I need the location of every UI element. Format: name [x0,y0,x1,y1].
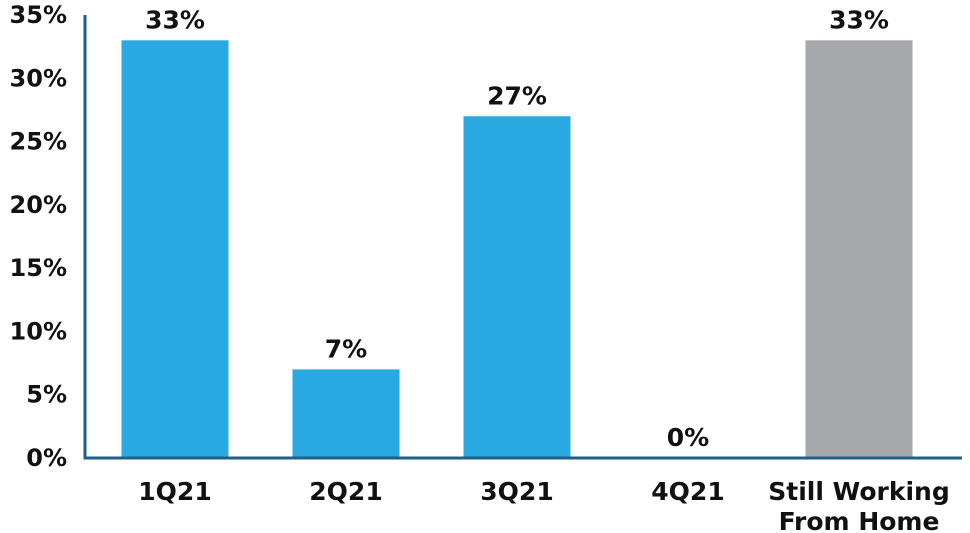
bar [463,116,571,458]
category-label-line: Still Working [768,477,949,506]
category-label: 3Q21 [480,477,553,506]
category-label: 4Q21 [651,477,724,506]
y-axis-ticks: 0% 5% 10% 15% 20% 25% 30% 35% [10,1,67,472]
data-label: 33% [829,5,889,34]
data-label: 33% [145,5,205,34]
category-label-line: 4Q21 [651,477,724,506]
category-label: 2Q21 [309,477,382,506]
category-label: 1Q21 [138,477,211,506]
y-tick-label: 30% [10,64,67,92]
bar [805,40,913,459]
bar [121,40,229,459]
bars [121,40,913,459]
y-tick-label: 20% [10,191,67,219]
data-label: 0% [667,423,709,452]
y-tick-label: 10% [10,317,67,345]
axes [83,15,962,460]
y-tick-label: 25% [10,128,67,156]
category-labels: 1Q21 2Q21 3Q21 4Q21 Still Working From Home [138,477,949,533]
category-label-line: 2Q21 [309,477,382,506]
data-labels: 33% 7% 27% 0% 33% [145,5,889,452]
category-label-line: 3Q21 [480,477,553,506]
y-tick-label: 15% [10,254,67,282]
category-label: Still Working From Home [768,477,949,533]
bar [292,369,400,458]
y-tick-label: 5% [26,381,67,409]
data-label: 7% [325,334,367,363]
data-label: 27% [487,81,547,110]
category-label-line: 1Q21 [138,477,211,506]
category-label-line: From Home [779,507,940,533]
y-tick-label: 0% [26,444,67,472]
y-tick-label: 35% [10,1,67,29]
